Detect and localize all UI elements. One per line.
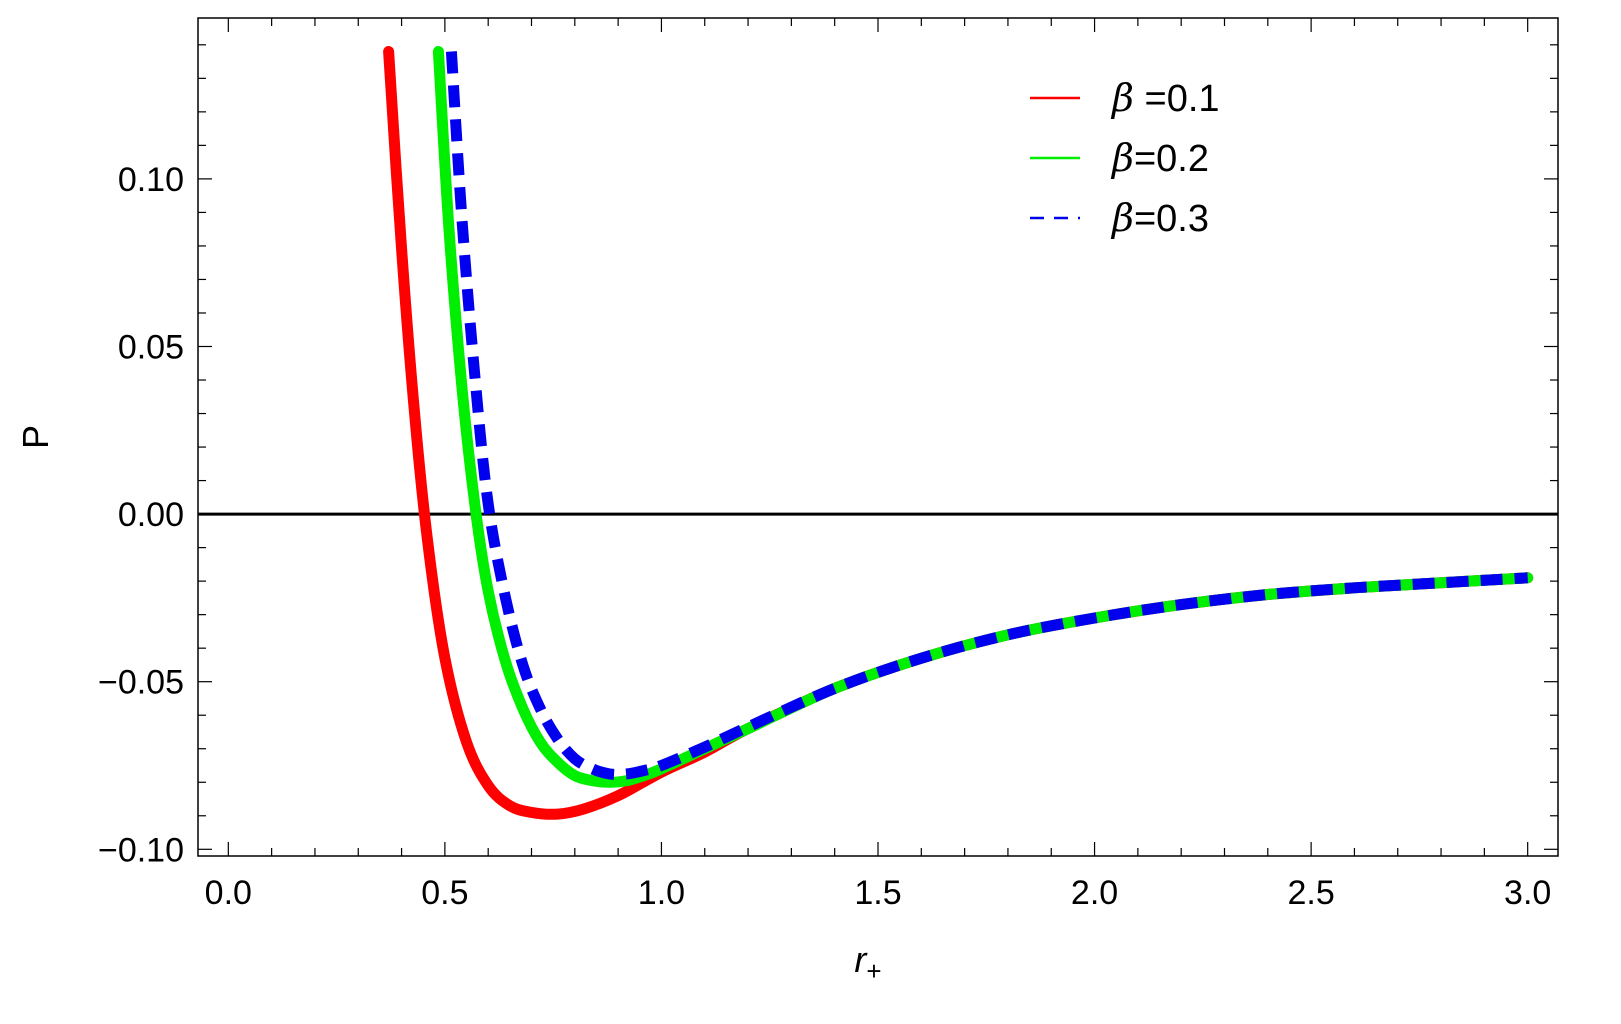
plot-frame [197,17,1559,857]
x-tick-label: 2.0 [1071,874,1118,912]
series-line-1 [383,46,1534,820]
x-tick-label: 3.0 [1504,874,1551,912]
y-axis-label: P [15,425,56,449]
y-tick-label: −0.10 [98,831,184,869]
legend-label-2: β=0.2 [1110,136,1209,180]
x-tick-label: 1.5 [854,874,901,912]
legend-label-3: β=0.3 [1110,196,1209,240]
x-tick-label: 1.0 [638,874,685,912]
x-tick-label: 2.5 [1287,874,1334,912]
tick-labels: 0.0 0.5 1.0 1.5 2.0 2.5 3.0 −0.10 −0.05 0.00 0.05 0… [98,161,1551,912]
x-tick-label: 0.0 [205,874,252,912]
y-tick-label: 0.05 [118,328,184,366]
x-axis-label-subscript: + [866,956,881,986]
y-tick-label: 0.00 [118,496,184,534]
legend-label-1: β =0.1 [1110,76,1220,120]
legend: β =0.1 β=0.2 β=0.3 [1030,76,1220,240]
x-tick-label: 0.5 [421,874,468,912]
x-axis-label-main: r [854,939,868,980]
series-layer [383,46,1534,820]
x-axis-label: r+ [854,939,881,986]
y-tick-label: −0.05 [98,664,184,702]
series-line-3 [445,51,1529,780]
series-line-2 [432,46,1534,788]
y-tick-label: 0.10 [118,161,184,199]
tick-marks [198,18,1558,856]
